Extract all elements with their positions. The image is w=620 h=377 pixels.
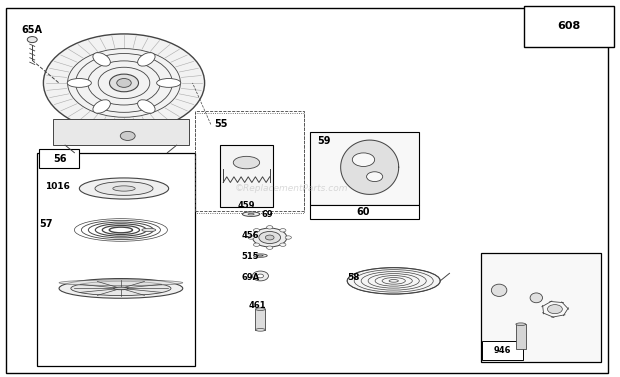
Ellipse shape — [248, 213, 254, 215]
Bar — [310, 205, 418, 219]
Ellipse shape — [113, 186, 135, 191]
Ellipse shape — [67, 78, 91, 87]
Ellipse shape — [113, 287, 128, 290]
Circle shape — [366, 172, 383, 182]
Circle shape — [252, 271, 268, 281]
Ellipse shape — [259, 231, 280, 244]
Text: 459: 459 — [237, 201, 255, 210]
Text: ©ReplacementParts.com: ©ReplacementParts.com — [234, 184, 348, 193]
Ellipse shape — [267, 225, 273, 229]
Bar — [524, 6, 614, 47]
Bar — [310, 132, 418, 205]
Ellipse shape — [347, 268, 440, 294]
Ellipse shape — [285, 236, 291, 239]
Bar — [39, 149, 79, 168]
Ellipse shape — [253, 228, 286, 247]
Ellipse shape — [93, 53, 110, 66]
Text: 69A: 69A — [242, 273, 260, 282]
Text: 69: 69 — [262, 210, 273, 219]
Ellipse shape — [280, 228, 286, 232]
Circle shape — [27, 37, 37, 43]
Polygon shape — [340, 140, 399, 195]
Circle shape — [110, 74, 138, 92]
Bar — [195, 111, 304, 211]
Text: 58: 58 — [347, 273, 360, 282]
Bar — [482, 341, 523, 360]
Circle shape — [43, 34, 205, 132]
Text: 60: 60 — [356, 207, 370, 217]
Circle shape — [120, 132, 135, 141]
Bar — [53, 119, 189, 145]
Ellipse shape — [242, 212, 260, 216]
Text: 57: 57 — [40, 219, 53, 229]
Ellipse shape — [254, 228, 260, 232]
Text: 59: 59 — [317, 136, 331, 146]
Ellipse shape — [142, 228, 156, 231]
Circle shape — [352, 153, 374, 167]
Ellipse shape — [93, 100, 110, 113]
Ellipse shape — [248, 236, 254, 239]
Ellipse shape — [254, 243, 260, 247]
Ellipse shape — [138, 53, 155, 66]
Ellipse shape — [257, 255, 264, 256]
Text: 65A: 65A — [22, 25, 43, 35]
Text: 56: 56 — [53, 155, 66, 164]
Ellipse shape — [79, 178, 169, 199]
Ellipse shape — [267, 246, 273, 250]
Circle shape — [547, 305, 562, 314]
Ellipse shape — [95, 182, 153, 195]
Circle shape — [257, 274, 264, 278]
Bar — [516, 324, 526, 349]
Ellipse shape — [280, 243, 286, 247]
Text: 461: 461 — [249, 301, 266, 310]
Ellipse shape — [255, 329, 265, 331]
Ellipse shape — [516, 323, 526, 325]
Text: 1016: 1016 — [45, 182, 70, 191]
Ellipse shape — [71, 281, 171, 296]
Ellipse shape — [59, 280, 183, 286]
Ellipse shape — [255, 308, 265, 311]
Ellipse shape — [233, 156, 260, 169]
Circle shape — [117, 78, 131, 87]
Ellipse shape — [491, 284, 507, 296]
Bar — [255, 309, 265, 330]
Text: 456: 456 — [242, 231, 259, 240]
Ellipse shape — [157, 78, 181, 87]
Bar — [220, 145, 273, 207]
Text: 55: 55 — [214, 120, 228, 129]
Bar — [37, 153, 195, 366]
Ellipse shape — [138, 100, 155, 113]
Bar — [480, 253, 601, 362]
Ellipse shape — [530, 293, 542, 303]
Text: 515: 515 — [242, 252, 259, 261]
Text: 608: 608 — [557, 21, 581, 31]
Ellipse shape — [254, 254, 267, 257]
Ellipse shape — [265, 235, 274, 240]
Text: 946: 946 — [494, 346, 512, 355]
Ellipse shape — [59, 279, 183, 298]
